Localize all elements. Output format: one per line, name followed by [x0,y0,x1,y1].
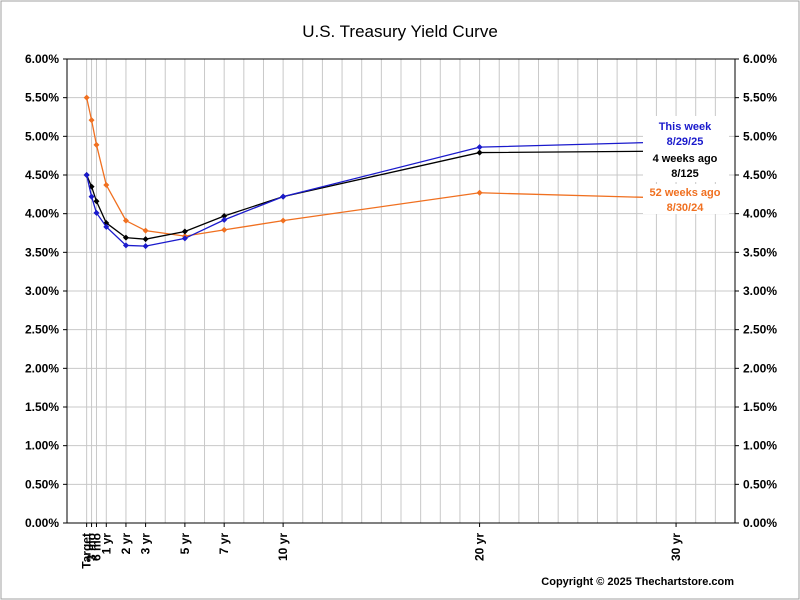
y-tick-label-right: 1.00% [743,439,777,453]
y-tick-label-left: 4.00% [25,207,59,221]
data-point [280,193,287,200]
data-point [93,209,100,216]
y-tick-label-left: 4.50% [25,168,59,182]
data-point [83,94,90,101]
y-tick-label-right: 5.50% [743,91,777,105]
x-tick-label: 1 yr [99,533,113,555]
y-tick-label-left: 0.50% [25,477,59,491]
legend-52-weeks-name: 52 weeks ago [650,187,721,199]
data-point [83,172,90,178]
legend-box-52-weeks [643,184,729,214]
series-52-weeks-ago [83,94,680,240]
y-tick-label-left: 0.00% [25,516,59,530]
x-tick-label: 30 yr [669,533,683,561]
legend-this-week-name: This week [659,121,712,133]
series-layer [83,94,680,250]
grid [67,58,735,524]
y-tick-label-right: 4.00% [743,207,777,221]
y-tick-label-right: 5.00% [743,129,777,143]
data-point [93,198,100,205]
y-tick-label-left: 3.50% [25,245,59,259]
x-tick-label: 6 mo [89,533,103,561]
right-axis: 0.00% 0.50% 1.00% 1.50% 2.00% 2.50% 3.00% 3.50%… [735,52,777,530]
data-point [221,226,228,233]
data-point [142,236,149,243]
data-point [88,117,95,124]
y-tick-label-right: 2.00% [743,361,777,375]
data-point [221,216,228,223]
y-tick-label-left: 2.50% [25,323,59,337]
y-tick-label-left: 1.00% [25,439,59,453]
y-tick-label-right: 1.50% [743,400,777,414]
data-point [280,217,287,224]
legend-52-weeks-date: 8/30/24 [667,202,705,214]
data-point [88,193,95,200]
x-tick-label: 7 yr [217,533,231,555]
data-point [476,189,483,196]
data-point [142,227,149,234]
data-point [122,242,129,249]
data-point [476,149,483,156]
data-point [103,223,110,230]
chart-title: U.S. Treasury Yield Curve [302,22,498,41]
y-tick-label-right: 0.00% [743,516,777,530]
y-tick-label-right: 2.50% [743,323,777,337]
y-tick-label-left: 2.00% [25,361,59,375]
y-tick-label-right: 3.00% [743,284,777,298]
x-tick-label: 3 yr [139,533,153,555]
legend-this-week-date: 8/29/25 [667,136,704,148]
data-point [221,212,228,219]
y-tick-label-left: 3.00% [25,284,59,298]
y-tick-label-left: 1.50% [25,400,59,414]
y-tick-label-right: 0.50% [743,477,777,491]
x-tick-label: 2 yr [119,533,133,555]
x-tick-label: 10 yr [276,533,290,561]
x-tick-label: 20 yr [473,533,487,561]
data-point [476,144,483,151]
y-tick-label-right: 4.50% [743,168,777,182]
data-point [181,235,188,242]
data-point [122,217,129,224]
y-tick-label-left: 6.00% [25,52,59,66]
y-tick-label-right: 3.50% [743,245,777,259]
data-point [103,182,110,189]
legend-box-4-weeks [643,152,729,182]
data-point [142,243,149,250]
data-point [93,141,100,148]
x-tick-label: 3 mo [85,533,99,561]
x-tick-label: 5 yr [178,533,192,555]
y-tick-label-left: 5.50% [25,91,59,105]
legend-4-weeks-name: 4 weeks ago [653,153,718,165]
data-point [181,228,188,235]
copyright-note: Copyright © 2025 Thechartstore.com [541,576,734,588]
legend-box-this-week [643,116,729,152]
data-point [122,234,129,241]
legend: This week 8/29/25 4 weeks ago 8/125 52 w… [643,116,729,214]
legend-4-weeks-date: 8/125 [671,168,699,180]
left-axis: 0.00% 0.50% 1.00% 1.50% 2.00% 2.50% 3.00% 3.50%… [25,52,67,530]
y-tick-label-left: 5.00% [25,129,59,143]
y-tick-label-right: 6.00% [743,52,777,66]
x-tick-label: Target [80,533,94,569]
